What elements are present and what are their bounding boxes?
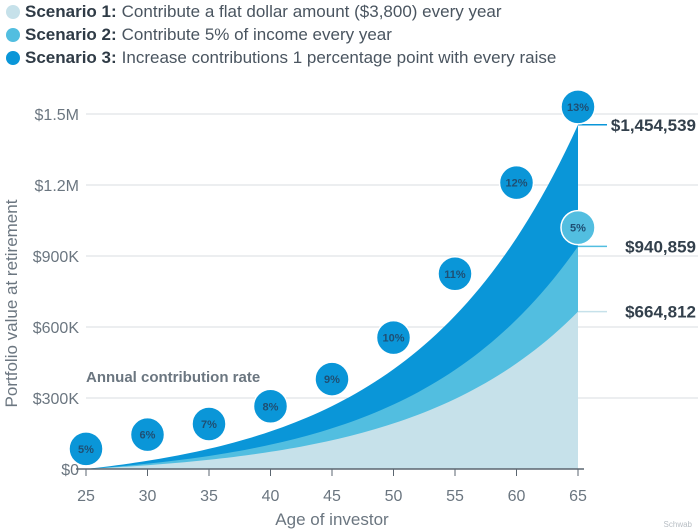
x-axis-title: Age of investor	[275, 510, 389, 529]
x-tick-label: 40	[262, 488, 280, 505]
x-tick-label: 45	[323, 488, 341, 505]
legend-scenario-1-title: Scenario 1:	[25, 1, 117, 21]
y-tick-label: $1.2M	[35, 178, 79, 195]
legend-scenario-3-title: Scenario 3:	[25, 47, 117, 67]
rate-marker-label: 12%	[505, 178, 527, 190]
rate-marker-label: 11%	[444, 269, 466, 281]
y-tick-label: $0	[61, 462, 79, 479]
annotation-label: Annual contribution rate	[86, 369, 260, 386]
legend-scenario-2-title: Scenario 2:	[25, 24, 117, 44]
legend-scenario-3-text: Increase contributions 1 percentage poin…	[121, 47, 557, 67]
rate-marker-label: 8%	[263, 401, 279, 413]
legend-scenario-1-text: Contribute a flat dollar amount ($3,800)…	[121, 1, 502, 21]
rate-marker-label: 10%	[382, 333, 404, 345]
x-tick-label: 60	[508, 488, 526, 505]
rate-marker	[68, 431, 104, 467]
legend-swatch-scenario-2	[6, 27, 20, 42]
legend-scenario-2-text: Contribute 5% of income every year	[121, 24, 392, 44]
rate-marker	[375, 319, 412, 356]
area-series-1	[86, 311, 578, 469]
rate-marker	[437, 256, 473, 292]
rate-marker	[560, 209, 596, 246]
end-value-label: $664,812	[625, 303, 696, 322]
legend: Scenario 1: Contribute a flat dollar amo…	[6, 0, 556, 69]
legend-item-scenario-1: Scenario 1: Contribute a flat dollar amo…	[6, 0, 556, 23]
y-tick-label: $1.5M	[35, 107, 79, 124]
x-tick-label: 55	[446, 488, 464, 505]
end-value-label: $1,454,539	[611, 116, 696, 135]
y-tick-label: $900K	[33, 249, 80, 266]
legend-swatch-scenario-1	[6, 4, 20, 19]
rate-marker	[314, 361, 350, 397]
y-axis-title: Portfolio value at retirement	[2, 199, 21, 407]
rate-marker	[191, 406, 227, 442]
rate-marker	[252, 388, 289, 425]
rate-marker-label: 9%	[324, 374, 340, 386]
y-tick-label: $300K	[33, 391, 80, 408]
rate-marker-label: 5%	[570, 223, 586, 235]
legend-swatch-scenario-3	[6, 50, 20, 65]
rate-marker-label: 13%	[567, 102, 589, 114]
watermark: Schwab	[663, 520, 692, 529]
rate-marker-label: 5%	[78, 444, 94, 456]
x-tick-label: 25	[77, 488, 95, 505]
rate-marker-label: 7%	[201, 419, 217, 431]
x-tick-label: 35	[200, 488, 218, 505]
x-tick-label: 50	[385, 488, 403, 505]
x-tick-label: 30	[139, 488, 157, 505]
legend-item-scenario-2: Scenario 2: Contribute 5% of income ever…	[6, 23, 556, 46]
rate-marker	[560, 89, 596, 125]
rate-marker-label: 6%	[140, 430, 156, 442]
legend-item-scenario-3: Scenario 3: Increase contributions 1 per…	[6, 46, 556, 69]
rate-marker	[129, 416, 166, 453]
x-tick-label: 65	[569, 488, 587, 505]
rate-marker	[498, 164, 535, 201]
y-tick-label: $600K	[33, 320, 80, 337]
end-value-label: $940,859	[625, 237, 696, 256]
